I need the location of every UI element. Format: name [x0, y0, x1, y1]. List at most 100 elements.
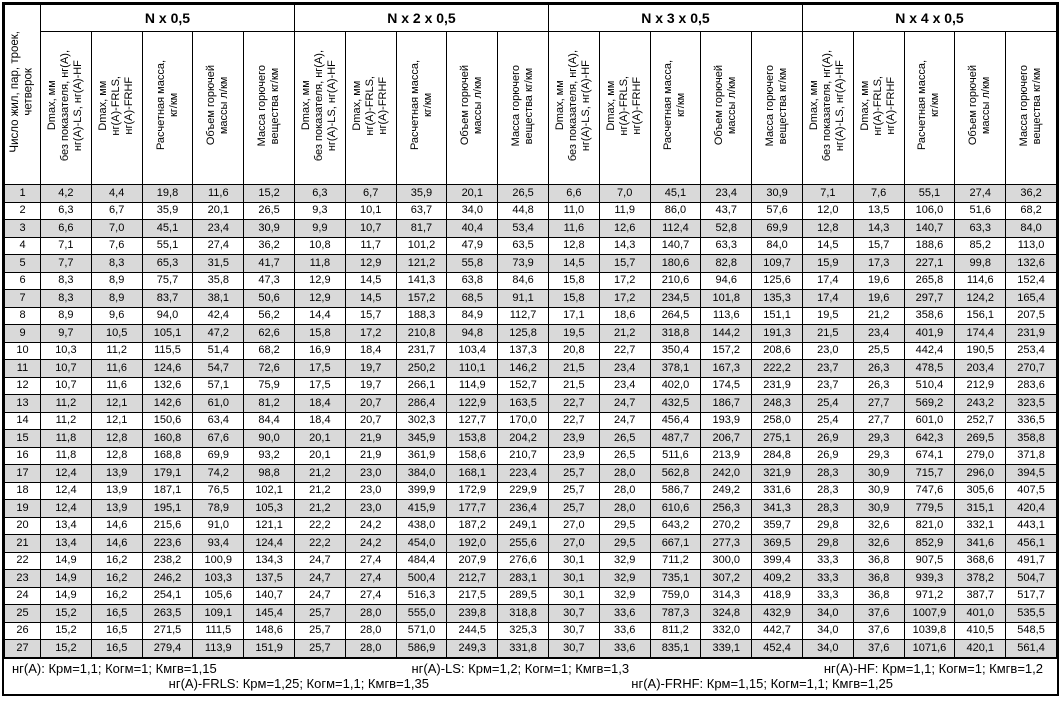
data-cell: 37,6 [852, 639, 905, 658]
data-cell: 266,1 [395, 376, 448, 395]
data-cell: 561,4 [1005, 639, 1057, 658]
data-cell: 20,1 [192, 201, 245, 220]
data-cell: 231,7 [395, 341, 448, 360]
data-cell: 26,3 [852, 376, 905, 395]
data-cell: 63,8 [446, 271, 499, 290]
column-header-dmax-basic: Dmax, мм без показателя, нг(А), нг(А)-LS… [40, 31, 92, 185]
data-cell: 571,0 [395, 621, 448, 640]
data-cell: 8,3 [40, 289, 92, 308]
data-cell: 54,7 [192, 359, 245, 378]
data-cell: 210,8 [395, 324, 448, 343]
data-cell: 26,3 [852, 359, 905, 378]
data-cell: 68,5 [446, 289, 499, 308]
data-cell: 12,4 [40, 464, 92, 483]
data-cell: 289,5 [497, 586, 549, 605]
data-cell: 93,4 [192, 534, 245, 553]
data-cell: 112,4 [649, 219, 702, 238]
data-cell: 103,3 [192, 569, 245, 588]
table-row: 12 10,7 11,6 132,6 57,1 75,9 17,5 19,7 266,1 114,… [4, 376, 1057, 395]
data-cell: 140,7 [903, 219, 956, 238]
data-cell: 19,5 [801, 306, 854, 325]
data-cell: 12,8 [801, 219, 854, 238]
data-cell: 11,7 [344, 236, 397, 255]
data-cell: 504,7 [1005, 569, 1057, 588]
data-cell: 27,4 [344, 551, 397, 570]
data-cell: 179,1 [141, 464, 194, 483]
data-cell: 37,6 [852, 604, 905, 623]
data-cell: 74,2 [192, 464, 245, 483]
data-cell: 98,8 [243, 464, 295, 483]
data-cell: 17,2 [598, 289, 651, 308]
data-cell: 63,3 [700, 236, 753, 255]
data-cell: 93,2 [243, 446, 295, 465]
data-cell: 140,7 [243, 586, 295, 605]
data-cell: 735,1 [649, 569, 702, 588]
table-row: 5 7,7 8,3 65,3 31,5 41,7 11,8 12,9 121,2 55,8 73,9… [4, 254, 1057, 273]
table-row: 11 10,7 11,6 124,6 54,7 72,6 17,5 19,7 250,2 110,… [4, 359, 1057, 378]
data-cell: 72,6 [243, 359, 295, 378]
data-cell: 32,9 [598, 586, 651, 605]
data-cell: 67,6 [192, 429, 245, 448]
data-cell: 13,9 [90, 481, 143, 500]
row-number-cell: 11 [4, 359, 41, 378]
data-cell: 387,7 [954, 586, 1007, 605]
data-cell: 75,9 [243, 376, 295, 395]
data-cell: 84,0 [751, 236, 803, 255]
data-cell: 63,4 [192, 411, 245, 430]
data-cell: 555,0 [395, 604, 448, 623]
row-number-cell: 17 [4, 464, 41, 483]
data-cell: 6,6 [547, 184, 600, 203]
data-cell: 31,5 [192, 254, 245, 273]
data-cell: 305,6 [954, 481, 1007, 500]
data-cell: 271,5 [141, 621, 194, 640]
data-cell: 12,8 [90, 446, 143, 465]
data-cell: 23,9 [547, 446, 600, 465]
row-number-cell: 16 [4, 446, 41, 465]
data-cell: 105,1 [141, 324, 194, 343]
column-header-dmax-fr: Dmax, мм нг(А)-FRLS, нг(А)-FRHF [90, 31, 143, 185]
data-cell: 642,3 [903, 429, 956, 448]
data-cell: 8,9 [90, 289, 143, 308]
data-cell: 8,9 [90, 271, 143, 290]
data-cell: 12,6 [598, 219, 651, 238]
data-cell: 25,7 [293, 639, 346, 658]
data-cell: 137,5 [243, 569, 295, 588]
row-number-cell: 21 [4, 534, 41, 553]
data-cell: 399,9 [395, 481, 448, 500]
data-cell: 113,9 [192, 639, 245, 658]
data-cell: 9,9 [293, 219, 346, 238]
data-cell: 14,5 [344, 289, 397, 308]
data-cell: 134,3 [243, 551, 295, 570]
data-cell: 15,2 [40, 621, 92, 640]
data-cell: 33,3 [801, 551, 854, 570]
data-cell: 23,9 [547, 429, 600, 448]
column-header-combustible-mass: Масса горючего вещества кг/км [751, 31, 803, 185]
column-header-combustible-volume: Объем горючей массы л/км [954, 31, 1007, 185]
data-cell: 27,4 [344, 586, 397, 605]
data-cell: 14,5 [801, 236, 854, 255]
data-cell: 25,7 [547, 464, 600, 483]
data-cell: 359,7 [751, 516, 803, 535]
table-row: 13 11,2 12,1 142,6 61,0 81,2 18,4 20,7 286,4 122,… [4, 394, 1057, 413]
data-cell: 29,8 [801, 534, 854, 553]
data-cell: 84,9 [446, 306, 499, 325]
data-cell: 187,2 [446, 516, 499, 535]
data-cell: 15,8 [293, 324, 346, 343]
data-cell: 20,1 [293, 429, 346, 448]
data-cell: 32,6 [852, 534, 905, 553]
data-cell: 442,7 [751, 621, 803, 640]
data-cell: 36,8 [852, 586, 905, 605]
data-cell: 318,8 [649, 324, 702, 343]
data-cell: 6,3 [40, 201, 92, 220]
coefficients-footnote: нг(А): Крм=1,1; Когм=1; Кмгв=1,15 нг(А)-… [4, 657, 1057, 694]
data-cell: 21,2 [293, 464, 346, 483]
row-number-cell: 20 [4, 516, 41, 535]
data-cell: 21,2 [293, 499, 346, 518]
data-cell: 569,2 [903, 394, 956, 413]
column-header-dmax-basic: Dmax, мм без показателя, нг(А), нг(А)-LS… [293, 31, 346, 185]
data-cell: 249,1 [497, 516, 549, 535]
data-cell: 231,9 [1005, 324, 1057, 343]
row-number-cell: 18 [4, 481, 41, 500]
data-cell: 511,6 [649, 446, 702, 465]
column-header-combustible-mass: Масса горючего вещества кг/км [243, 31, 295, 185]
